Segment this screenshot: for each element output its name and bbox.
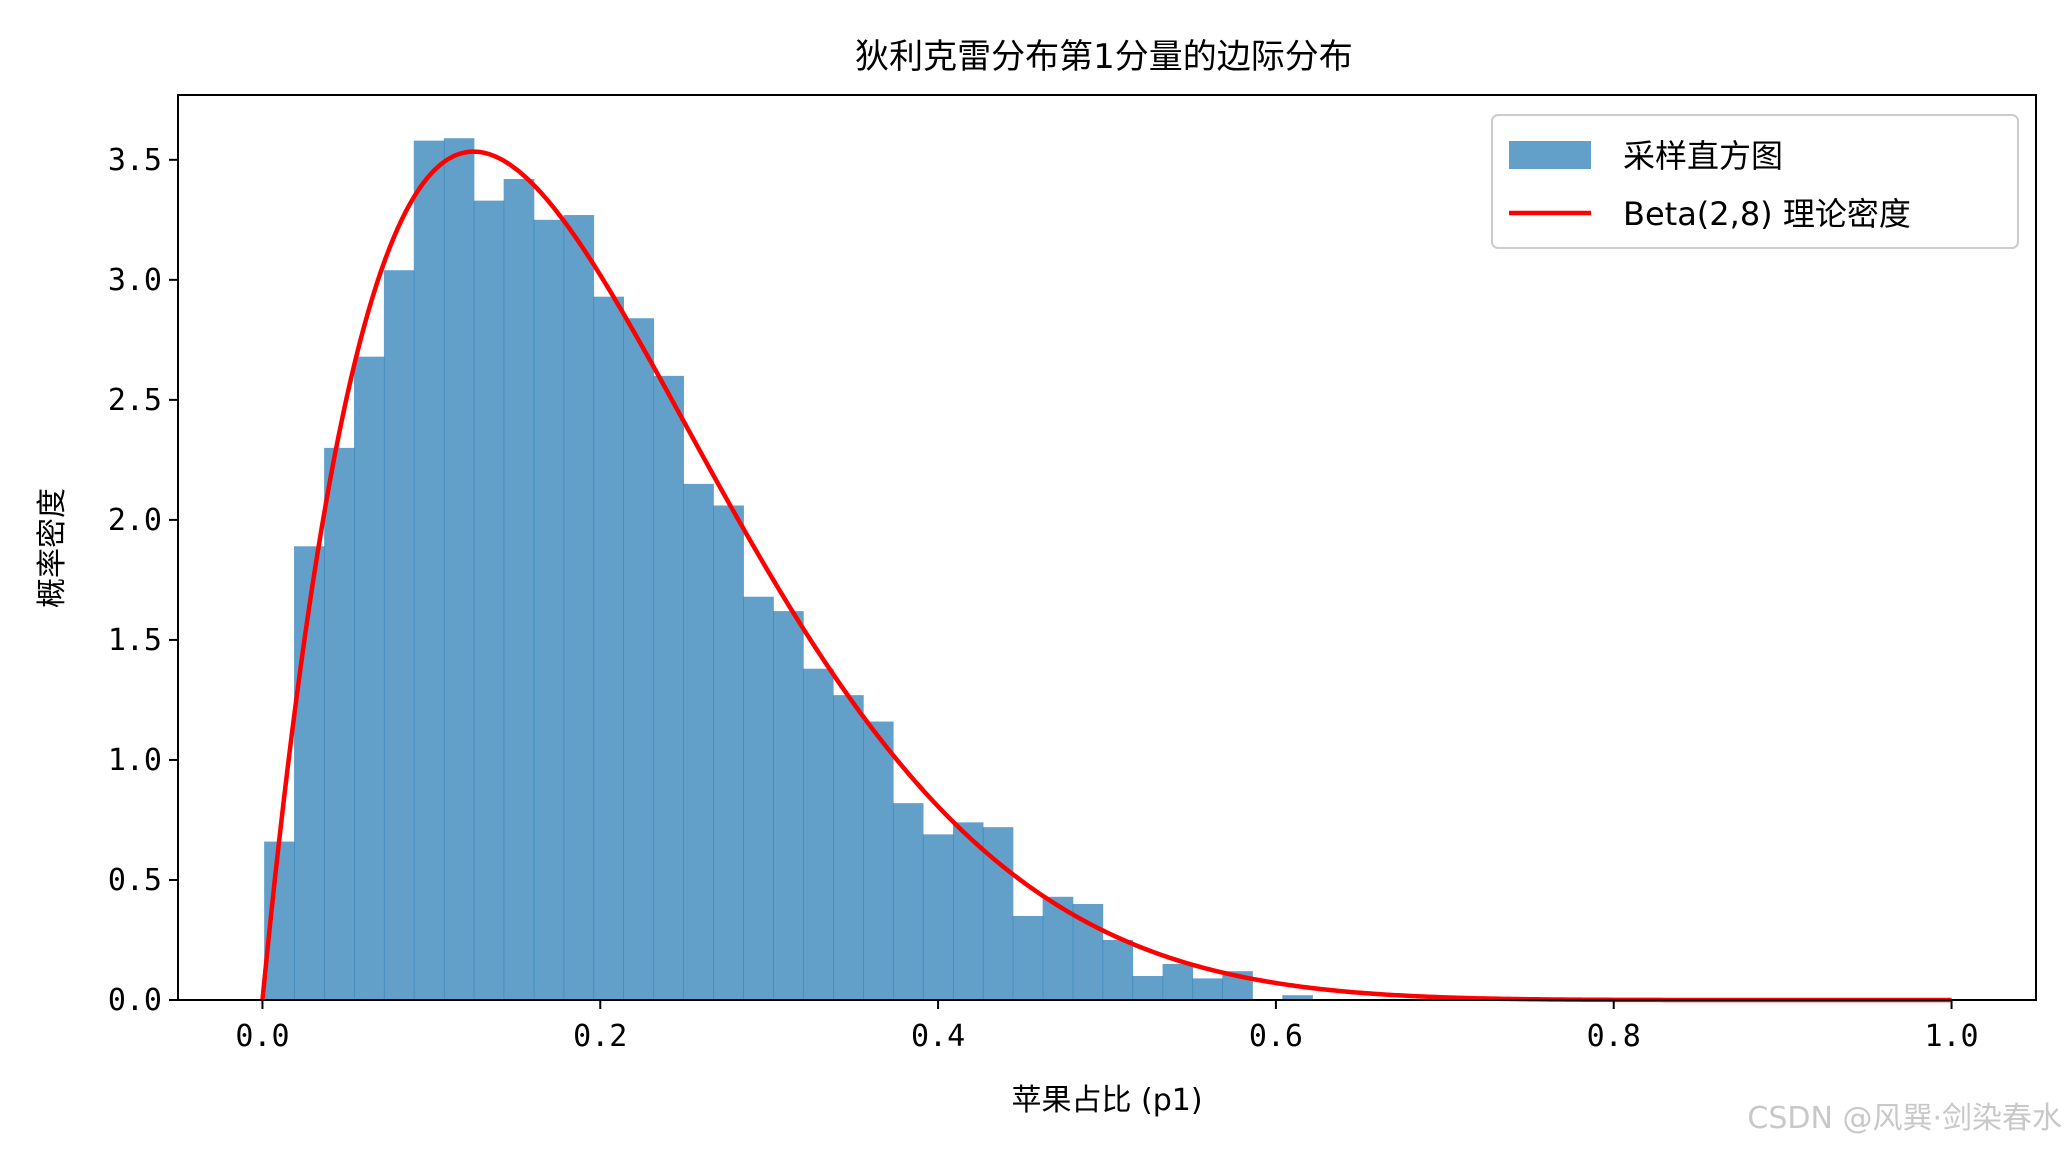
y-axis-label: 概率密度 <box>35 488 70 608</box>
histogram-bar <box>803 668 834 1000</box>
x-axis-label: 苹果占比 (p1) <box>1011 1083 1202 1118</box>
y-tick-label: 1.5 <box>108 623 162 658</box>
histogram-bar <box>1102 939 1134 1000</box>
histogram-bar <box>743 596 774 1000</box>
y-tick-label: 2.5 <box>108 383 162 418</box>
histogram-bar <box>713 505 744 1000</box>
y-tick-label: 3.5 <box>108 143 162 178</box>
y-tick-label: 1.0 <box>108 743 162 778</box>
histogram-bars <box>264 138 1313 1001</box>
histogram-bar <box>653 375 684 1000</box>
plot-frame <box>177 94 2037 1001</box>
y-tick-label: 2.0 <box>108 503 162 538</box>
histogram-bar <box>1012 915 1044 1000</box>
histogram-bar <box>922 834 954 1000</box>
y-tick-label: 3.0 <box>108 263 162 298</box>
legend-swatch-histogram <box>1509 141 1591 169</box>
histogram-bar <box>773 611 804 1000</box>
histogram-bar <box>473 200 505 1000</box>
histogram-bar <box>593 296 625 1001</box>
chart-title: 狄利克雷分布第1分量的边际分布 <box>855 37 1353 77</box>
x-tick-label: 0.8 <box>1587 1019 1641 1054</box>
histogram-bar <box>833 695 864 1000</box>
histogram-bar <box>383 270 415 1000</box>
histogram-bar <box>1132 975 1164 1000</box>
histogram-bar <box>563 215 595 1001</box>
y-axis-ticks: 0.0 0.5 1.0 1.5 2.0 2.5 3.0 3.5 <box>108 143 178 1018</box>
x-tick-label: 0.4 <box>911 1019 965 1054</box>
histogram-bar <box>1192 978 1223 1000</box>
histogram-bar <box>413 140 445 1000</box>
legend-label-histogram: 采样直方图 <box>1623 137 1783 175</box>
histogram-bar <box>503 179 535 1001</box>
histogram-bar <box>892 803 924 1000</box>
x-tick-label: 0.0 <box>235 1019 289 1054</box>
x-axis-ticks: 0.0 0.2 0.4 0.6 0.8 1.0 <box>235 1000 1979 1054</box>
legend-frame <box>1491 114 2019 249</box>
y-tick-label: 0.0 <box>108 983 162 1018</box>
histogram-bar <box>623 318 655 1000</box>
histogram-bar <box>294 546 325 1000</box>
histogram-bar <box>1162 963 1194 1000</box>
histogram-bar <box>952 822 984 1000</box>
legend-label-line: Beta(2,8) 理论密度 <box>1623 195 1911 233</box>
y-tick-label: 0.5 <box>108 863 162 898</box>
histogram-bar <box>443 138 475 1001</box>
x-tick-label: 0.2 <box>573 1019 627 1054</box>
watermark: CSDN @风巽·剑染春水 <box>1747 1101 2062 1136</box>
histogram-bar <box>533 219 565 1001</box>
histogram-bar <box>1282 995 1313 1000</box>
histogram-bar <box>1072 903 1104 1000</box>
histogram-bar <box>324 447 355 1000</box>
x-tick-label: 0.6 <box>1249 1019 1303 1054</box>
x-tick-label: 1.0 <box>1924 1019 1978 1054</box>
histogram-bar <box>683 483 714 1000</box>
histogram-bar <box>863 721 894 1000</box>
histogram-bar <box>354 356 385 1000</box>
legend: 采样直方图 Beta(2,8) 理论密度 <box>1491 114 2019 249</box>
